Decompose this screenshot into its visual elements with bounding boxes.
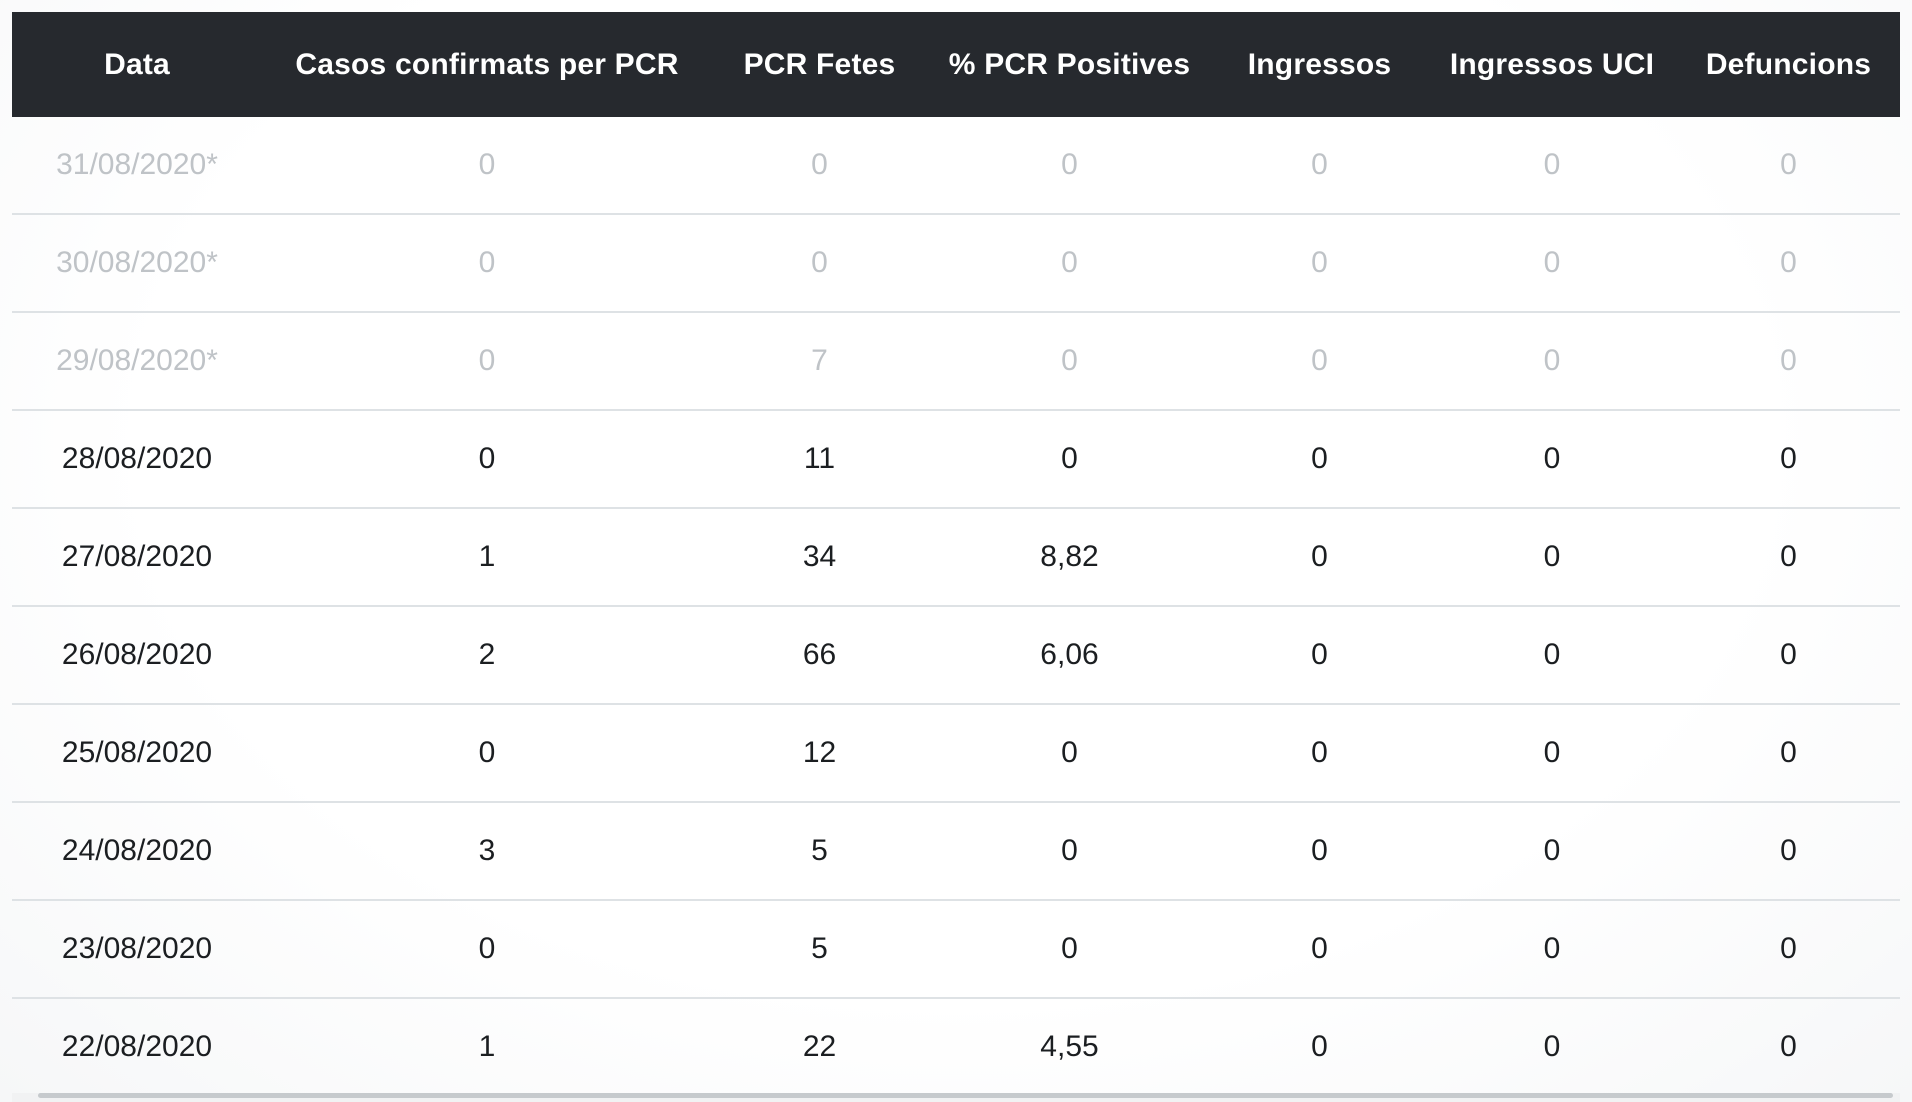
column-header-6: Ingressos UCI xyxy=(1427,12,1677,117)
value-cell: 0 xyxy=(1543,834,1561,867)
column-header-4: % PCR Positives xyxy=(927,12,1212,117)
table-row: 23/08/2020 0 5 0 0 0 0 xyxy=(12,900,1900,998)
value-cell: 0 xyxy=(1311,834,1328,867)
value-cell: 0 xyxy=(478,148,496,181)
value-cell: 0 xyxy=(478,442,496,475)
value-cell: 0 xyxy=(1780,932,1797,965)
value-cell: 1 xyxy=(478,1030,496,1063)
value-cell: 0 xyxy=(811,246,828,279)
value-cell: 66 xyxy=(802,638,837,671)
value-cell: 0 xyxy=(1061,246,1078,279)
value-cell: 0 xyxy=(811,148,828,181)
date-cell: 29/08/2020* xyxy=(56,344,218,377)
value-cell: 1 xyxy=(478,540,496,573)
value-cell: 0 xyxy=(1543,638,1561,671)
value-cell: 3 xyxy=(478,834,496,867)
value-cell: 7 xyxy=(811,344,828,377)
value-cell: 0 xyxy=(478,736,496,769)
value-cell: 0 xyxy=(1061,344,1078,377)
value-cell: 0 xyxy=(1543,442,1561,475)
value-cell: 0 xyxy=(1311,932,1328,965)
header-row: Data Casos confirmats per PCR PCR Fetes% P… xyxy=(12,12,1900,117)
value-cell: 0 xyxy=(1061,736,1078,769)
value-cell: 0 xyxy=(1543,932,1561,965)
value-cell: 0 xyxy=(1311,344,1328,377)
value-cell: 0 xyxy=(478,344,496,377)
value-cell: 0 xyxy=(1311,442,1328,475)
value-cell: 0 xyxy=(1311,736,1328,769)
date-cell: 26/08/2020 xyxy=(61,638,213,671)
table-row: 30/08/2020* 0 0 0 0 0 0 xyxy=(12,214,1900,312)
value-cell: 0 xyxy=(1780,1030,1797,1063)
value-cell: 0 xyxy=(1780,540,1797,573)
value-cell: 0 xyxy=(1543,344,1561,377)
value-cell: 34 xyxy=(802,540,837,573)
value-cell: 0 xyxy=(1311,638,1328,671)
value-cell: 0 xyxy=(1061,442,1078,475)
value-cell: 12 xyxy=(802,736,837,769)
value-cell: 0 xyxy=(1543,148,1561,181)
value-cell: 5 xyxy=(811,932,828,965)
date-cell: 24/08/2020 xyxy=(61,834,213,867)
column-header-7: Defuncions xyxy=(1677,12,1900,117)
table-header: Data Casos confirmats per PCR PCR Fetes% P… xyxy=(12,12,1900,117)
value-cell: 11 xyxy=(803,442,836,475)
table-row: 24/08/2020 3 5 0 0 0 0 xyxy=(12,802,1900,900)
horizontal-scrollbar-thumb[interactable] xyxy=(38,1093,1893,1098)
horizontal-scrollbar-track xyxy=(12,1093,1900,1102)
value-cell: 0 xyxy=(478,246,496,279)
value-cell: 0 xyxy=(1061,932,1078,965)
date-cell: 23/08/2020 xyxy=(61,932,213,965)
value-cell: 0 xyxy=(1780,344,1797,377)
value-cell: 0 xyxy=(1780,638,1797,671)
date-cell: 22/08/2020 xyxy=(61,1030,213,1063)
table-row: 29/08/2020* 0 7 0 0 0 0 xyxy=(12,312,1900,410)
column-header-3: PCR Fetes xyxy=(712,12,927,117)
date-cell: 31/08/2020* xyxy=(56,148,218,181)
value-cell: 0 xyxy=(478,932,496,965)
date-cell: 27/08/2020 xyxy=(61,540,213,573)
value-cell: 0 xyxy=(1543,736,1561,769)
column-header-5: Ingressos xyxy=(1212,12,1427,117)
value-cell: 0 xyxy=(1780,442,1797,475)
value-cell: 2 xyxy=(478,638,496,671)
table-row: 25/08/2020 0 12 0 0 0 0 xyxy=(12,704,1900,802)
date-cell: 25/08/2020 xyxy=(61,736,213,769)
covid-stats-table: Data Casos confirmats per PCR PCR Fetes% P… xyxy=(12,12,1900,1095)
table-row: 31/08/2020* 0 0 0 0 0 0 xyxy=(12,117,1900,214)
date-cell: 30/08/2020* xyxy=(56,246,218,279)
table-row: 28/08/2020 0 11 0 0 0 0 xyxy=(12,410,1900,508)
value-cell: 0 xyxy=(1543,246,1561,279)
value-cell: 0 xyxy=(1311,540,1328,573)
table-body: 31/08/2020* 0 0 0 0 0 0 30/08/2020* 0 0 0 0 0 0 29/08/… xyxy=(12,117,1900,1095)
value-cell: 0 xyxy=(1061,834,1078,867)
value-cell: 0 xyxy=(1061,148,1078,181)
value-cell: 0 xyxy=(1311,246,1328,279)
value-cell: 4,55 xyxy=(1040,1030,1099,1063)
value-cell: 0 xyxy=(1780,834,1797,867)
value-cell: 0 xyxy=(1543,540,1561,573)
value-cell: 5 xyxy=(811,834,828,867)
value-cell: 0 xyxy=(1311,1030,1328,1063)
value-cell: 0 xyxy=(1780,246,1797,279)
value-cell: 22 xyxy=(802,1030,837,1063)
value-cell: 0 xyxy=(1311,148,1328,181)
column-header-2: Casos confirmats per PCR xyxy=(262,12,712,117)
date-cell: 28/08/2020 xyxy=(61,442,213,475)
value-cell: 0 xyxy=(1780,148,1797,181)
column-header-1: Data xyxy=(12,12,262,117)
value-cell: 0 xyxy=(1543,1030,1561,1063)
value-cell: 0 xyxy=(1780,736,1797,769)
value-cell: 6,06 xyxy=(1040,638,1099,671)
table-row: 27/08/2020 1 34 8,82 0 0 0 xyxy=(12,508,1900,606)
table-row: 26/08/2020 2 66 6,06 0 0 0 xyxy=(12,606,1900,704)
table-row: 22/08/2020 1 22 4,55 0 0 0 xyxy=(12,998,1900,1095)
value-cell: 8,82 xyxy=(1040,540,1099,573)
